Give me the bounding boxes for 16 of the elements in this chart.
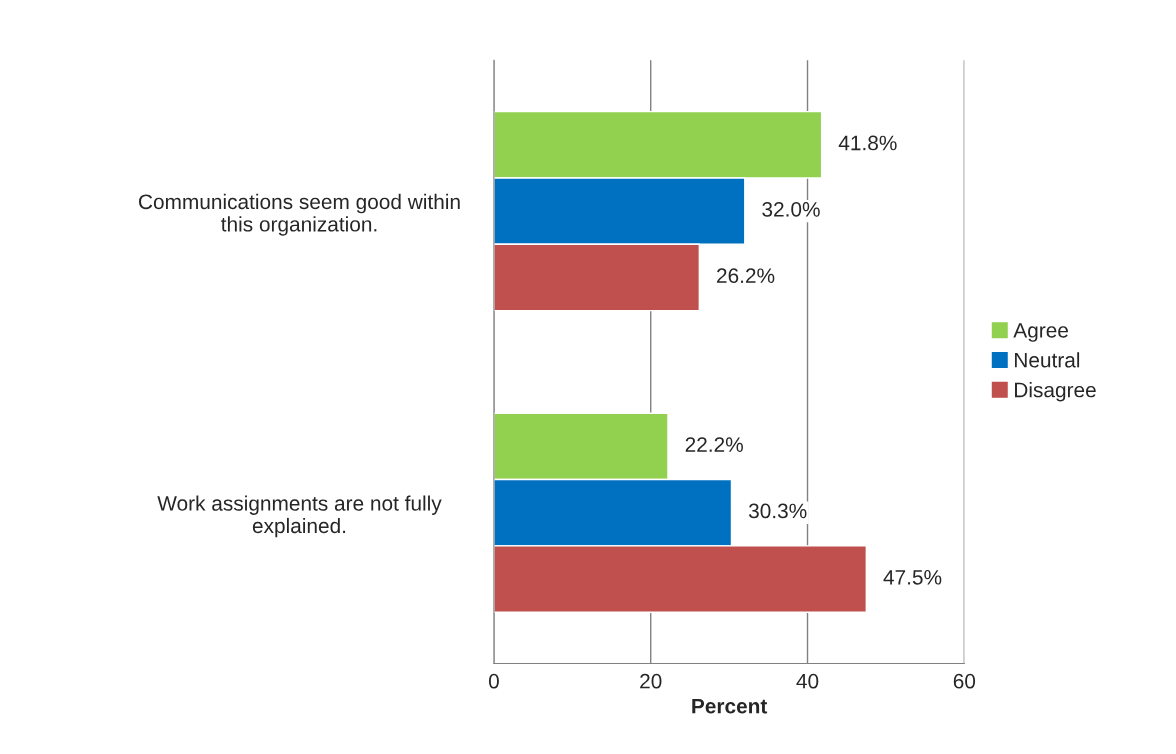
x-axis-title: Percent <box>692 698 768 714</box>
data-label: 41.8% <box>838 135 897 151</box>
x-tick-label: 20 <box>640 673 662 689</box>
data-label: 26.2% <box>717 268 775 284</box>
legend-label: Disagree <box>1015 382 1096 402</box>
y-tick-label: Communications seem good within this organization. <box>139 193 460 236</box>
x-tick-label: 60 <box>953 673 976 689</box>
y-tick-label: Work assignments are not fully explained. <box>157 495 442 538</box>
x-tick-label: 0 <box>488 673 499 689</box>
data-label: 22.2% <box>685 437 743 452</box>
data-label: 32.0% <box>762 201 820 217</box>
legend-label: Neutral <box>1015 352 1080 368</box>
data-label: 47.5% <box>883 570 942 585</box>
data-label: 30.3% <box>748 503 807 519</box>
x-tick-label: 40 <box>796 673 819 689</box>
legend-label: Agree <box>1013 323 1068 342</box>
